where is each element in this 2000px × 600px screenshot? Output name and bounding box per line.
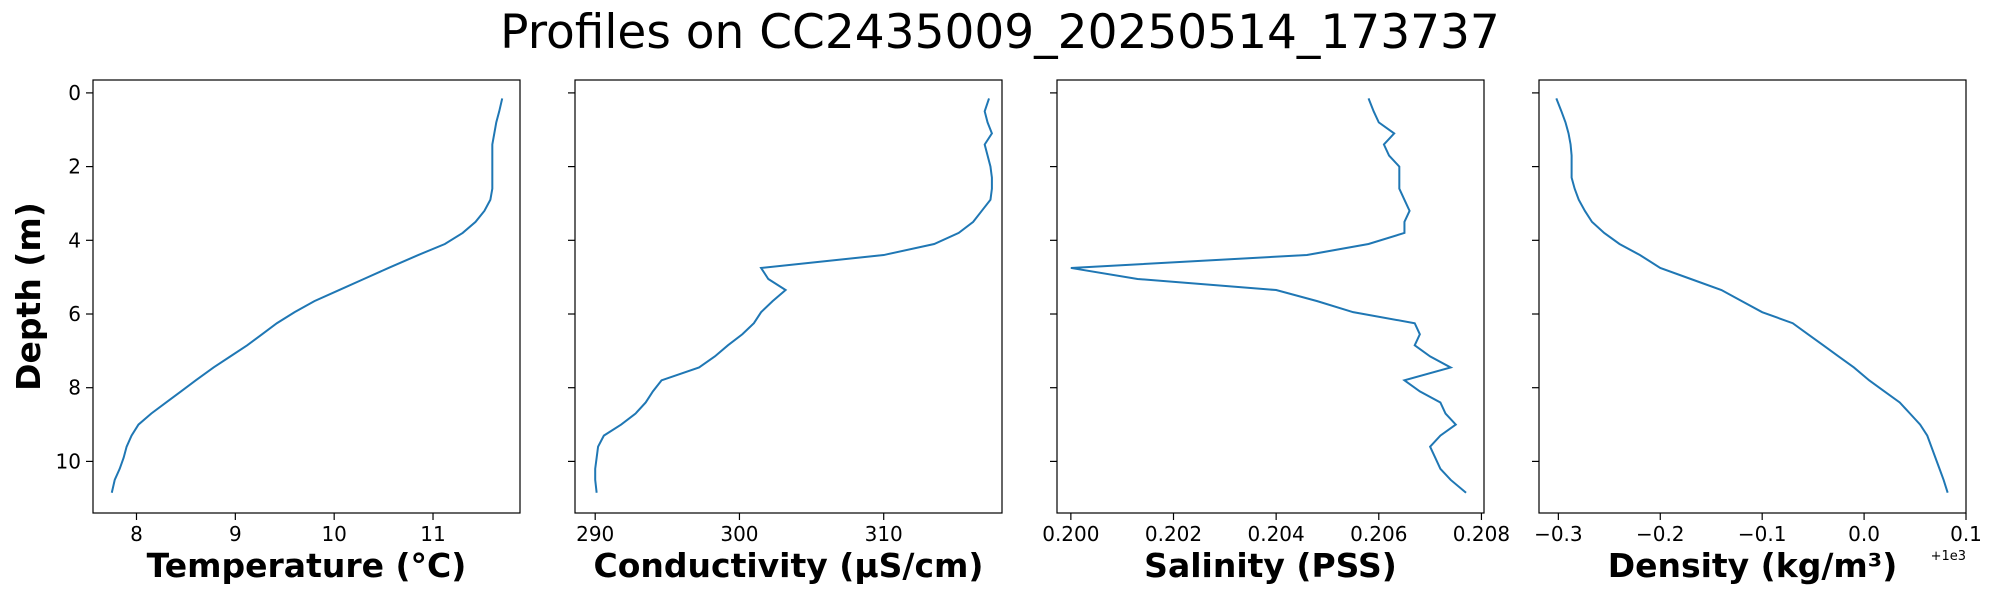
x-tick-label: −0.2 [1636, 522, 1685, 546]
y-axis-label: Depth (m) [9, 202, 48, 391]
y-tick-label: 10 [56, 449, 81, 473]
x-axis-label: Conductivity (µS/cm) [594, 546, 984, 585]
x-tick-label: 0.0 [1848, 522, 1880, 546]
y-tick-label: 8 [68, 376, 81, 400]
x-axis-label: Salinity (PSS) [1144, 546, 1397, 585]
figure-title: Profiles on CC2435009_20250514_173737 [500, 5, 1500, 60]
x-tick-label: 310 [865, 522, 903, 546]
x-tick-label: 290 [576, 522, 614, 546]
axes-frame [1056, 79, 1485, 514]
profile-line [110, 98, 504, 493]
x-offset-text: +1e3 [1931, 549, 1966, 564]
y-tick-label: 6 [68, 302, 81, 326]
y-tick-label: 2 [68, 155, 81, 179]
x-tick-label: 0.1 [1950, 522, 1982, 546]
profile-line [1070, 98, 1467, 494]
profile-line [594, 98, 994, 493]
x-tick-label: −0.1 [1738, 522, 1787, 546]
x-tick-label: −0.3 [1534, 522, 1583, 546]
axes-frame [92, 79, 521, 514]
y-tick-label: 0 [68, 81, 81, 105]
x-tick-label: 0.202 [1145, 522, 1202, 546]
x-tick-label: 11 [420, 522, 445, 546]
x-tick-label: 0.208 [1453, 522, 1510, 546]
x-tick-label: 8 [130, 522, 143, 546]
x-tick-label: 0.206 [1350, 522, 1407, 546]
x-tick-label: 9 [229, 522, 242, 546]
y-tick-label: 4 [68, 228, 81, 252]
x-tick-label: 300 [720, 522, 758, 546]
x-axis-label: Temperature (°C) [147, 546, 467, 585]
x-axis-label: Density (kg/m³) [1608, 546, 1898, 585]
profile-line [1555, 98, 1949, 494]
axes-frame [574, 79, 1003, 514]
axes-frame [1538, 79, 1967, 514]
x-tick-label: 0.204 [1248, 522, 1305, 546]
x-tick-label: 0.200 [1042, 522, 1099, 546]
x-tick-label: 10 [321, 522, 346, 546]
